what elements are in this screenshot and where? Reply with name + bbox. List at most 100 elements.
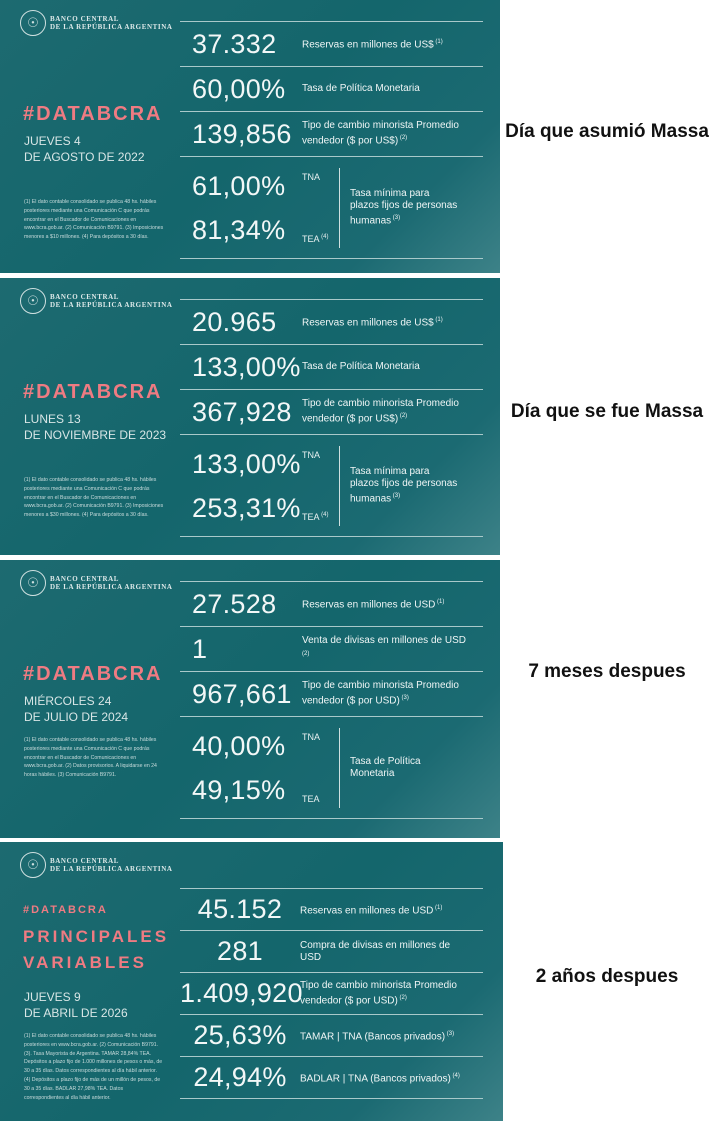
divider — [180, 156, 483, 157]
footnote-ref: (3) — [391, 492, 401, 499]
date-line: LUNES 13 — [24, 412, 81, 426]
date-label: JUEVES 4 DE AGOSTO DE 2022 — [24, 133, 145, 165]
bcra-seal-icon: ☉ — [20, 570, 46, 596]
rate-tags: TNA TEA — [302, 727, 340, 808]
rate-group: 133,00% 253,31% TNA TEA (4) Tasa mínima para… — [180, 435, 483, 536]
divider — [180, 21, 483, 22]
section-title: VARIABLES — [23, 953, 147, 972]
bank-name: BANCO CENTRAL DE LA REPÚBLICA ARGENTINA — [50, 15, 173, 31]
indicator-value: 20.965 — [192, 306, 277, 337]
card-caption: 7 meses despues — [528, 661, 686, 682]
divider — [180, 581, 483, 582]
indicator-value: 25,63% — [193, 1020, 287, 1050]
indicator-label: Venta de divisas en millones de USD (2) — [302, 634, 466, 657]
card-caption: 2 años despues — [535, 966, 679, 987]
rate-value: 61,00% — [192, 170, 286, 201]
divider — [180, 299, 483, 300]
rate-tag: TEA — [302, 793, 320, 804]
date-label: LUNES 13 DE NOVIEMBRE DE 2023 — [24, 411, 166, 443]
date-line: JUEVES 4 — [24, 134, 81, 148]
divider — [180, 536, 483, 537]
hashtag: #DATABCRA — [23, 663, 163, 685]
footnote-ref: (4) — [319, 511, 329, 518]
rate-group: 40,00% 49,15% TNA TEA Tasa de Política Monet… — [180, 717, 483, 818]
indicator-row: 139,856 Tipo de cambio minorista Promedio… — [180, 112, 483, 156]
indicator-value: 281 — [217, 936, 263, 966]
indicator-label: Tipo de cambio minorista Promedio vended… — [302, 398, 459, 425]
rate-tag: TEA (4) — [302, 511, 329, 522]
bank-name-line: DE LA REPÚBLICA ARGENTINA — [50, 301, 173, 309]
indicators: 45.152 Reservas en millones de USD (1) 281… — [180, 888, 483, 1099]
footnotes: (1) El dato contable consolidado se publ… — [24, 1033, 163, 1101]
footnote-ref: (3) — [445, 1030, 455, 1037]
bank-name-line: BANCO CENTRAL — [50, 15, 120, 23]
indicator-row: 1 Venta de divisas en millones de USD (2) — [180, 627, 483, 671]
databcra-card: ☉ BANCO CENTRAL DE LA REPÚBLICA ARGENTINA #… — [0, 842, 503, 1121]
date-line: DE AGOSTO DE 2022 — [24, 150, 145, 164]
bcra-logo: ☉ BANCO CENTRAL DE LA REPÚBLICA ARGENTINA — [20, 570, 173, 596]
card-caption: Día que asumió Massa — [505, 121, 709, 142]
indicator-value: 24,94% — [193, 1062, 287, 1092]
rate-values: 40,00% 49,15% — [180, 724, 302, 812]
divider — [180, 1056, 483, 1057]
rate-value: 133,00% — [192, 448, 301, 479]
rate-values: 61,00% 81,34% — [180, 164, 302, 252]
indicator-value: 60,00% — [192, 73, 286, 104]
divider — [180, 344, 483, 345]
bcra-seal-icon: ☉ — [20, 852, 46, 878]
bank-name-line: DE LA REPÚBLICA ARGENTINA — [50, 583, 173, 591]
divider — [180, 1014, 483, 1015]
indicators: 27.528 Reservas en millones de USD (1) 1 Ve… — [180, 581, 483, 819]
rate-tag: TNA — [302, 731, 320, 742]
footnotes: (1) El dato contable consolidado se publ… — [24, 737, 157, 779]
divider — [180, 972, 483, 973]
indicator-value: 37.332 — [192, 28, 277, 59]
bcra-logo: ☉ BANCO CENTRAL DE LA REPÚBLICA ARGENTINA — [20, 10, 173, 36]
indicator-label: Compra de divisas en millones de USD — [300, 939, 451, 963]
indicator-value: 139,856 — [192, 118, 292, 149]
bank-name: BANCO CENTRAL DE LA REPÚBLICA ARGENTINA — [50, 575, 173, 591]
divider — [180, 930, 483, 931]
footnote-ref: (2) — [302, 650, 310, 657]
footnote-ref: (1) — [433, 904, 443, 911]
indicator-label: Tipo de cambio minorista Promedio vended… — [302, 680, 459, 707]
footnote-ref: (2) — [397, 994, 407, 1001]
hashtag: #DATABCRA — [23, 103, 163, 125]
divider — [180, 671, 483, 672]
indicator-row: 20.965 Reservas en millones de US$ (1) — [180, 300, 483, 344]
indicator-label: Reservas en millones de USD (1) — [302, 599, 445, 611]
divider — [180, 111, 483, 112]
bcra-logo: ☉ BANCO CENTRAL DE LA REPÚBLICA ARGENTINA — [20, 288, 173, 314]
rate-tags: TNA TEA (4) — [302, 445, 340, 526]
bcra-seal-icon: ☉ — [20, 10, 46, 36]
rate-value: 253,31% — [192, 492, 301, 523]
divider — [180, 258, 483, 259]
footnote-ref: (3) — [391, 214, 401, 221]
rate-value: 49,15% — [192, 774, 286, 805]
rate-value: 40,00% — [192, 730, 286, 761]
footnote-ref: (1) — [433, 39, 443, 46]
indicator-value: 1 — [192, 633, 208, 664]
section-title: PRINCIPALES — [23, 927, 170, 946]
footnotes: (1) El dato contable consolidado se publ… — [24, 477, 164, 519]
databcra-card: ☉ BANCO CENTRAL DE LA REPÚBLICA ARGENTINA #… — [0, 560, 500, 838]
divider — [180, 66, 483, 67]
bank-name-line: BANCO CENTRAL — [50, 575, 120, 583]
rate-tags: TNA TEA (4) — [302, 167, 340, 248]
indicator-value: 367,928 — [192, 396, 292, 427]
indicator-label: Reservas en millones de US$ (1) — [302, 39, 443, 51]
date-line: DE NOVIEMBRE DE 2023 — [24, 428, 167, 442]
indicator-value: 27.528 — [192, 588, 277, 619]
rate-group: 61,00% 81,34% TNA TEA (4) Tasa mínima para p… — [180, 157, 483, 258]
indicator-label: Tasa de Política Monetaria — [302, 83, 420, 94]
indicator-row: 45.152 Reservas en millones de USD (1) — [180, 889, 483, 930]
rate-tag: TNA — [302, 171, 320, 182]
indicator-label: Tasa de Política Monetaria — [302, 361, 420, 372]
bank-name-line: DE LA REPÚBLICA ARGENTINA — [50, 865, 173, 873]
divider — [180, 626, 483, 627]
footnote-ref: (4) — [319, 233, 329, 240]
rate-label: Tasa mínima para plazos fijos de persona… — [350, 187, 458, 227]
divider — [180, 716, 483, 717]
divider — [180, 818, 483, 819]
indicator-value: 967,661 — [192, 678, 292, 709]
